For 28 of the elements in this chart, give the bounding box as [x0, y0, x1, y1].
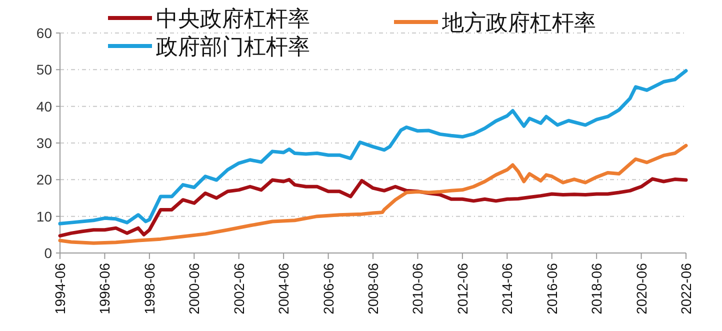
x-tick-label: 1998-06 — [141, 262, 158, 314]
line-series — [58, 177, 688, 238]
x-tick-label: 2016-06 — [544, 262, 560, 314]
x-tick-label: 2008-06 — [365, 262, 381, 314]
y-tick-label: 50 — [36, 62, 52, 78]
line-series — [58, 69, 688, 226]
legend-label: 中央政府杠杆率 — [156, 6, 310, 31]
x-tick-label: 2018-06 — [588, 262, 605, 314]
y-tick-label: 10 — [36, 208, 52, 224]
y-tick-label: 20 — [36, 172, 52, 188]
legend-label: 政府部门杠杆率 — [156, 34, 310, 59]
x-tick-label: 2012-06 — [454, 262, 470, 314]
x-tick-label: 2000-06 — [186, 262, 202, 314]
x-tick-label: 2004-06 — [276, 262, 292, 314]
x-tick-label: 2006-06 — [320, 262, 336, 314]
legend-label: 地方政府杠杆率 — [441, 10, 596, 35]
y-tick-label: 0 — [44, 245, 52, 261]
x-tick-label: 2010-06 — [410, 262, 426, 314]
x-tick-label: 1996-06 — [96, 262, 113, 314]
line-series — [58, 144, 688, 245]
y-tick-label: 30 — [36, 135, 52, 151]
x-tick-label: 1994-06 — [52, 262, 68, 314]
x-tick-label: 2002-06 — [230, 262, 247, 314]
x-tick-label: 2022-06 — [678, 262, 694, 314]
y-tick-label: 60 — [36, 25, 52, 41]
x-tick-label: 2014-06 — [499, 262, 516, 314]
y-tick-label: 40 — [36, 98, 52, 114]
x-tick-label: 2020-06 — [633, 262, 650, 314]
